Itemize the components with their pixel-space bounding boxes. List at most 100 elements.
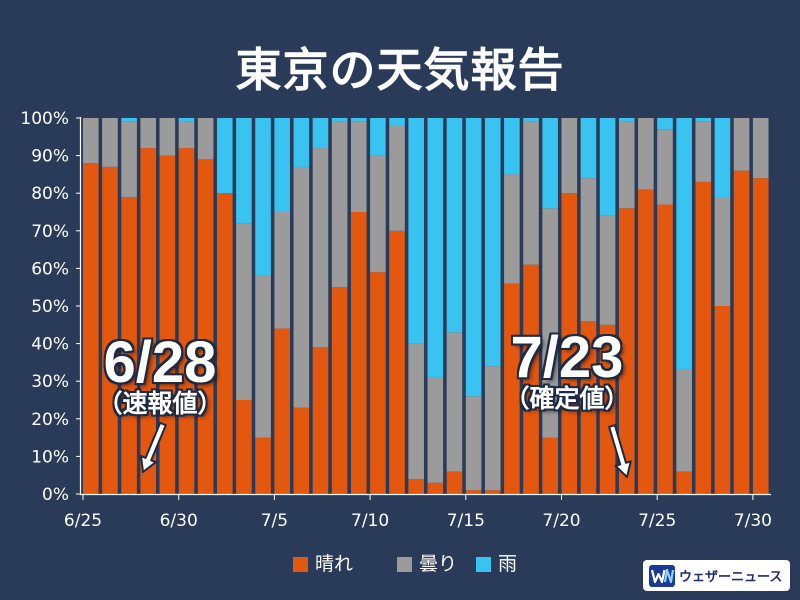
bar-stack bbox=[140, 118, 157, 494]
bar-segment-sunny bbox=[370, 272, 386, 494]
bar-segment-sunny bbox=[83, 163, 99, 494]
x-tick-label: 7/5 bbox=[261, 511, 288, 531]
bar-stack bbox=[312, 118, 329, 494]
x-tick-label: 7/20 bbox=[542, 511, 580, 531]
bar-segment-cloudy bbox=[714, 196, 731, 306]
legend-swatch bbox=[476, 556, 491, 572]
bar-segment-rain bbox=[446, 118, 463, 333]
legend-swatch bbox=[293, 556, 308, 572]
bar-segment-cloudy bbox=[389, 125, 405, 231]
bar-segment-sunny bbox=[446, 471, 463, 494]
bar-stack bbox=[102, 118, 118, 494]
bar-stack bbox=[523, 118, 539, 494]
bar-segment-sunny bbox=[178, 148, 195, 494]
bar-segment-sunny bbox=[389, 230, 405, 495]
bar-stack bbox=[599, 118, 616, 494]
bar-segment-cloudy bbox=[331, 121, 348, 288]
bar-segment-sunny bbox=[159, 155, 176, 494]
bar-segment-rain bbox=[121, 118, 137, 122]
bar-segment-cloudy bbox=[159, 118, 176, 156]
bar-segment-rain bbox=[312, 118, 329, 149]
annotation-label: 6/28 bbox=[103, 330, 217, 395]
bar-segment-cloudy bbox=[427, 377, 444, 483]
bar-stack bbox=[542, 118, 558, 494]
bar-stack bbox=[752, 118, 769, 494]
bar-segment-cloudy bbox=[599, 215, 616, 325]
bar-stack bbox=[159, 118, 176, 494]
bar-segment-cloudy bbox=[657, 129, 673, 205]
bar-segment-rain bbox=[504, 118, 520, 175]
bar-segment-rain bbox=[542, 118, 558, 209]
bar-stack bbox=[408, 118, 424, 494]
bar-segment-sunny bbox=[523, 264, 539, 494]
bar-segment-sunny bbox=[676, 471, 692, 494]
bar-segment-rain bbox=[599, 118, 616, 216]
bar-segment-rain bbox=[389, 118, 405, 126]
bar-stack bbox=[178, 118, 195, 494]
bar-segment-sunny bbox=[236, 400, 252, 494]
bar-segment-sunny bbox=[408, 478, 424, 494]
bar-segment-cloudy bbox=[446, 332, 463, 472]
bar-stack bbox=[197, 118, 214, 495]
bar-segment-cloudy bbox=[733, 118, 750, 171]
bar-segment-rain bbox=[255, 118, 271, 276]
bar-segment-rain bbox=[580, 118, 597, 179]
bar-segment-sunny bbox=[714, 306, 731, 494]
bar-stack bbox=[83, 118, 99, 494]
bar-segment-cloudy bbox=[121, 121, 137, 197]
bar-segment-cloudy bbox=[465, 396, 482, 491]
bar-segment-rain bbox=[618, 118, 635, 122]
bar-segment-sunny bbox=[293, 407, 310, 494]
bar-stack bbox=[370, 118, 386, 494]
legend-label: 曇り bbox=[419, 553, 458, 575]
bar-segment-rain bbox=[695, 118, 712, 122]
logo-text: ウェザーニュース bbox=[679, 570, 783, 585]
bar-segment-sunny bbox=[274, 328, 290, 494]
x-tick-label: 7/10 bbox=[351, 511, 389, 531]
y-tick-label: 90% bbox=[31, 147, 69, 167]
bar-segment-sunny bbox=[350, 212, 367, 494]
bar-segment-rain bbox=[350, 118, 367, 122]
bar-segment-rain bbox=[408, 118, 424, 344]
bar-segment-cloudy bbox=[408, 343, 424, 479]
y-axis-ticks: 0% 10% 20% 30% 40% 50% 60% 70% 80% 90% 100% bbox=[20, 109, 81, 505]
bar-stack bbox=[695, 118, 712, 495]
bar-stack bbox=[446, 118, 463, 494]
bar-stack bbox=[580, 118, 597, 494]
bar-segment-sunny bbox=[121, 196, 137, 494]
bar-segment-cloudy bbox=[504, 174, 520, 284]
bar-stack bbox=[676, 118, 692, 494]
bar-stack bbox=[216, 118, 233, 494]
bar-stack bbox=[350, 118, 367, 494]
bar-segment-rain bbox=[465, 118, 482, 397]
legend-item-rain: 雨 bbox=[476, 553, 517, 575]
bar-stack bbox=[274, 118, 290, 494]
x-tick-label: 6/25 bbox=[64, 511, 102, 531]
bar-segment-sunny bbox=[542, 437, 558, 494]
bar-segment-sunny bbox=[465, 490, 482, 494]
y-tick-label: 70% bbox=[31, 222, 69, 242]
annotation-note: （確定値） bbox=[504, 384, 630, 413]
bar-segment-sunny bbox=[657, 204, 673, 495]
x-tick-label: 7/25 bbox=[638, 511, 676, 531]
y-tick-label: 0% bbox=[42, 485, 69, 505]
bar-segment-cloudy bbox=[618, 121, 635, 209]
bar-segment-cloudy bbox=[102, 118, 118, 167]
bar-segment-cloudy bbox=[197, 118, 214, 160]
y-tick-label: 20% bbox=[31, 410, 69, 430]
y-tick-label: 10% bbox=[31, 447, 69, 467]
bar-stack bbox=[657, 118, 673, 495]
bar-segment-rain bbox=[274, 118, 290, 212]
bar-segment-cloudy bbox=[350, 121, 367, 212]
bar-segment-rain bbox=[484, 118, 501, 367]
weathernews-logo: ウェザーニュース bbox=[643, 560, 790, 591]
bar-segment-rain bbox=[523, 118, 539, 122]
bar-segment-cloudy bbox=[580, 178, 597, 322]
legend-item-sunny: 晴れ bbox=[293, 553, 353, 575]
bar-segment-cloudy bbox=[293, 166, 310, 408]
bar-segment-cloudy bbox=[178, 121, 195, 149]
arrow-down-right-icon bbox=[608, 424, 632, 478]
bar-segment-sunny bbox=[427, 482, 444, 494]
